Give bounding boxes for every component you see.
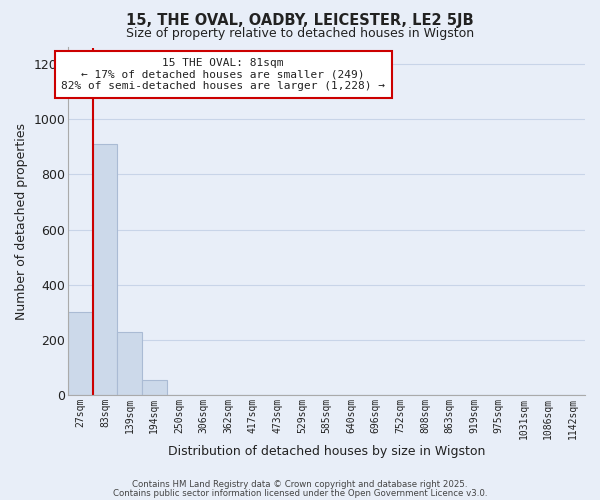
Text: 15 THE OVAL: 81sqm
← 17% of detached houses are smaller (249)
82% of semi-detach: 15 THE OVAL: 81sqm ← 17% of detached hou… xyxy=(61,58,385,91)
Text: Size of property relative to detached houses in Wigston: Size of property relative to detached ho… xyxy=(126,28,474,40)
Bar xyxy=(142,380,167,395)
Text: Contains HM Land Registry data © Crown copyright and database right 2025.: Contains HM Land Registry data © Crown c… xyxy=(132,480,468,489)
X-axis label: Distribution of detached houses by size in Wigston: Distribution of detached houses by size … xyxy=(168,444,485,458)
Text: 15, THE OVAL, OADBY, LEICESTER, LE2 5JB: 15, THE OVAL, OADBY, LEICESTER, LE2 5JB xyxy=(126,12,474,28)
Bar xyxy=(118,332,142,395)
Y-axis label: Number of detached properties: Number of detached properties xyxy=(15,123,28,320)
Bar xyxy=(68,312,93,395)
Text: Contains public sector information licensed under the Open Government Licence v3: Contains public sector information licen… xyxy=(113,489,487,498)
Bar xyxy=(93,144,118,395)
